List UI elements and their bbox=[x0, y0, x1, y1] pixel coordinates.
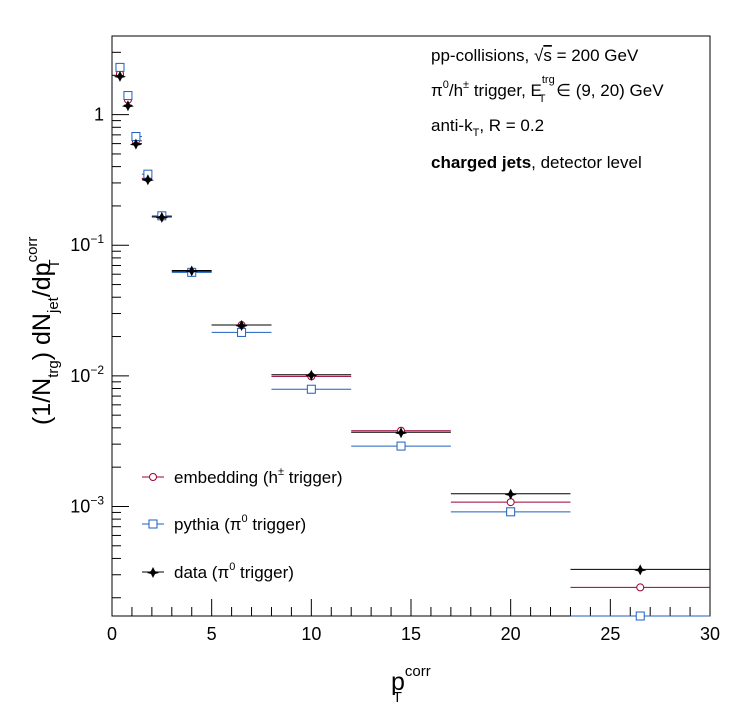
data-point bbox=[155, 211, 168, 223]
y-tick-label: 1 bbox=[94, 105, 104, 125]
y-tick-label: 10−2 bbox=[70, 363, 104, 386]
legend-entry-embedding: embedding (h± trigger) bbox=[142, 466, 343, 487]
legend-marker-data bbox=[147, 567, 159, 578]
data-point bbox=[504, 488, 517, 500]
data-point bbox=[395, 427, 408, 439]
data-point bbox=[235, 320, 248, 332]
annotation-line-4: charged jets, detector level bbox=[431, 153, 642, 172]
pythia-point bbox=[123, 91, 133, 101]
x-tick-label: 25 bbox=[600, 624, 620, 644]
data-point bbox=[121, 100, 134, 112]
data-point bbox=[185, 265, 198, 277]
annotation-line-2: π0/h± trigger, Etrg T ∈ (9, 20) GeV bbox=[431, 74, 664, 105]
legend: embedding (h± trigger) pythia (π0 trigge… bbox=[142, 466, 343, 582]
y-tick-label: 10−3 bbox=[70, 493, 104, 516]
x-tick-label: 10 bbox=[301, 624, 321, 644]
annotation-line-3: anti-kT, R = 0.2 bbox=[431, 116, 544, 139]
legend-entry-data: data (π0 trigger) bbox=[142, 561, 294, 582]
pythia-point bbox=[306, 384, 316, 394]
pythia-point bbox=[396, 441, 406, 451]
embedding-point bbox=[636, 583, 645, 592]
legend-marker-pythia bbox=[148, 519, 158, 529]
legend-label-data: data (π0 trigger) bbox=[174, 561, 294, 582]
legend-label-pythia: pythia (π0 trigger) bbox=[174, 513, 306, 534]
annotation-line-1: pp-collisions, √s = 200 GeV bbox=[431, 46, 639, 65]
legend-marker-embedding bbox=[149, 473, 157, 481]
pythia-point bbox=[115, 62, 125, 72]
series-pythia bbox=[115, 62, 710, 621]
legend-entry-pythia: pythia (π0 trigger) bbox=[142, 513, 306, 534]
x-tick-label: 0 bbox=[107, 624, 117, 644]
data-series bbox=[113, 62, 710, 621]
series-embedding bbox=[115, 69, 710, 592]
y-axis-title: (1/Ntrg) dNjet/dpcorrT bbox=[24, 237, 63, 425]
pythia-point bbox=[506, 507, 516, 517]
pythia-point bbox=[635, 611, 645, 621]
legend-label-embedding: embedding (h± trigger) bbox=[174, 466, 343, 487]
data-point bbox=[305, 369, 318, 381]
y-axis-ticks: 10−3 10−2 10−1 1 bbox=[70, 35, 129, 599]
x-tick-label: 30 bbox=[700, 624, 720, 644]
x-axis-title: pcorr T bbox=[391, 663, 431, 706]
data-point bbox=[129, 138, 142, 150]
x-axis-ticks: 0 5 10 15 20 25 30 bbox=[107, 599, 720, 644]
x-tick-label: 5 bbox=[207, 624, 217, 644]
data-point bbox=[141, 174, 154, 186]
data-point bbox=[113, 70, 126, 82]
annotation-block: pp-collisions, √s = 200 GeV π0/h± trigge… bbox=[431, 46, 664, 172]
data-point bbox=[634, 564, 647, 576]
series-data bbox=[113, 70, 710, 576]
x-tick-label: 20 bbox=[501, 624, 521, 644]
y-tick-label: 10−1 bbox=[70, 232, 104, 255]
x-tick-label: 15 bbox=[401, 624, 421, 644]
